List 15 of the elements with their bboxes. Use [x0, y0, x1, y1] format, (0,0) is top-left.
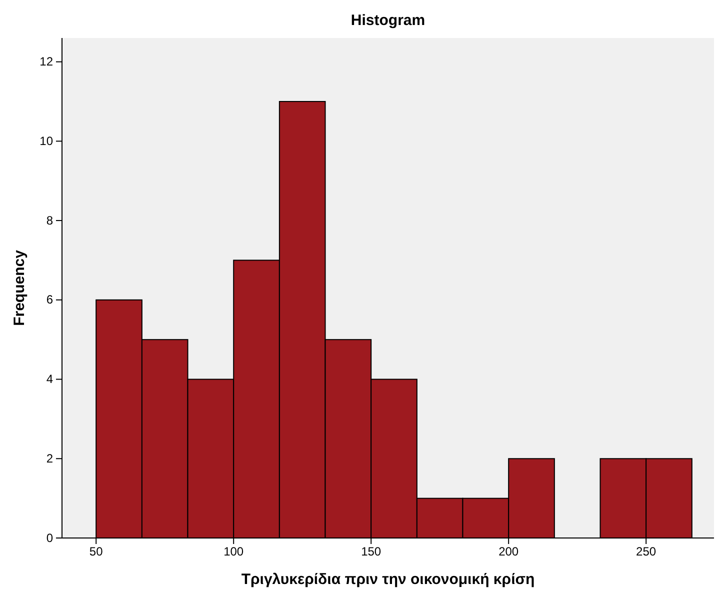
y-tick-label: 10 — [40, 134, 54, 148]
chart-title: Histogram — [350, 12, 426, 29]
y-axis-title: Frequency — [11, 249, 28, 326]
y-tick-label: 0 — [46, 530, 54, 545]
x-axis-title: Τριγλυκερίδια πριν την οικονομική κρίση — [241, 571, 535, 588]
y-tick-label: 4 — [46, 372, 54, 386]
x-tick-label: 100 — [224, 544, 244, 559]
y-tick-label: 12 — [40, 54, 54, 69]
x-tick-label: 200 — [498, 544, 519, 559]
x-tick-label: 150 — [361, 544, 382, 559]
x-tick-label: 250 — [636, 544, 656, 559]
y-tick-label: 2 — [46, 451, 54, 466]
x-tick-label: 50 — [89, 544, 104, 559]
y-tick-label: 6 — [46, 292, 54, 307]
y-tick-label: 8 — [46, 213, 54, 228]
